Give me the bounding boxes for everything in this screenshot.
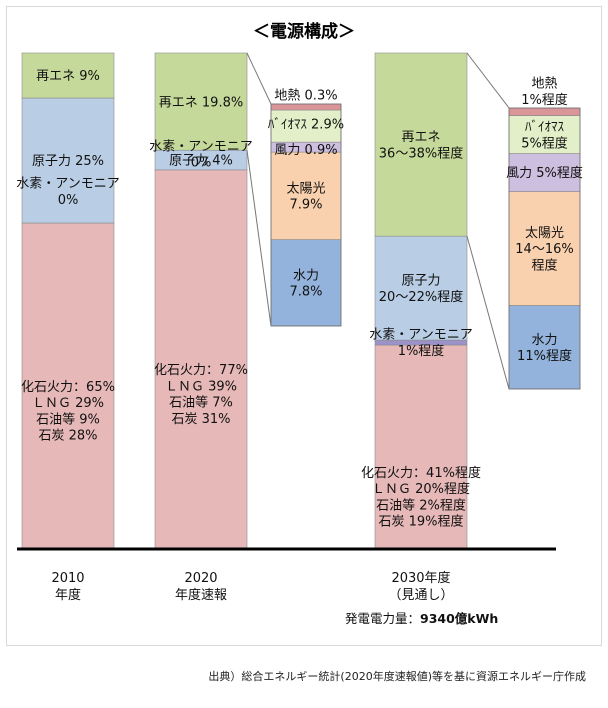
breakdown-1-connector-bottom <box>246 150 272 327</box>
bar-1-label-fossil-line-3: 石油等 7% <box>169 395 233 411</box>
bar-2-label-hydrogen-line-1: 水素・アンモニア <box>369 328 472 343</box>
breakdown-1-outline <box>270 103 342 327</box>
breakdown-1-label-geothermal: 地熱 0.3% <box>274 89 337 104</box>
bar-2-label-fossil-line-2: ＬＮＧ 20%程度 <box>372 481 470 497</box>
bar-1-segment-fossil <box>154 169 248 549</box>
breakdown-2-label-geothermal-line-2: 1%程度 <box>521 92 568 108</box>
breakdown-2-segment-wind <box>508 153 581 192</box>
labels-layer: 化石火力：65%ＬＮＧ 29%石油等 9%石炭 28%水素・アンモニア0%原子力… <box>16 69 583 626</box>
bar-1-label-hydrogen-line-2: 0% <box>191 156 212 171</box>
breakdown-2-segment-biomass <box>508 115 581 154</box>
bar-0-label-fossil-line-1: 化石火力：65% <box>21 380 115 395</box>
breakdown-1-label-biomass: ﾊﾞｲｵﾏｽ 2.9% <box>268 118 344 133</box>
bar-1-label-fossil-line-2: ＬＮＧ 39% <box>165 379 237 394</box>
category-label-0-line-2: 年度 <box>55 587 81 603</box>
bar-1-label-renewable: 再エネ 19.8% <box>159 95 243 110</box>
breakdown-1-connector-top <box>246 52 272 105</box>
category-label-0-line-1: 2010 <box>51 571 84 586</box>
breakdown-2-label-biomass-line-2: 5%程度 <box>521 135 568 151</box>
bars-layer <box>17 52 581 551</box>
generation-amount-value: 9340億kWh <box>420 611 498 626</box>
breakdown-1-label-wind: 風力 0.9% <box>274 143 337 158</box>
bar-1-segment-renewable <box>154 52 248 151</box>
breakdown-2-label-hydro-line-1: 水力 <box>531 333 557 348</box>
category-label-2-line-1: 2030年度 <box>391 570 450 586</box>
breakdown-1-segment-hydro <box>270 239 342 327</box>
chart-title: ＜電源構成＞ <box>253 21 355 42</box>
breakdown-2-segment-hydro <box>508 305 581 390</box>
bar-0-label-nuclear: 原子力 25% <box>32 154 104 169</box>
breakdown-2-segment-solar <box>508 191 581 306</box>
breakdown-2-connector-top <box>466 52 510 109</box>
breakdown-2-label-geothermal-line-1: 地熱 <box>531 77 557 92</box>
breakdown-2-label-hydro-line-2: 11%程度 <box>517 348 572 364</box>
breakdown-2-label-solar-line-2: 14～16% <box>515 242 573 257</box>
category-label-2-line-2: （見通し） <box>388 588 453 603</box>
bar-2-label-nuclear-line-1: 原子力 <box>401 274 440 289</box>
bar-0-label-fossil-line-4: 石炭 28% <box>38 429 97 444</box>
bar-2-label-fossil-line-4: 石炭 19%程度 <box>378 514 463 530</box>
breakdown-1-label-hydro-line-2: 7.8% <box>289 285 322 300</box>
bar-2-label-fossil-line-1: 化石火力：41%程度 <box>361 465 481 481</box>
bar-1-label-fossil-line-4: 石炭 31% <box>171 412 230 427</box>
breakdown-2-label-solar-line-1: 太陽光 <box>525 226 564 241</box>
bar-0-segment-renewable <box>21 52 115 99</box>
breakdown-1-label-solar-line-2: 7.9% <box>289 198 322 213</box>
breakdown-2-label-wind: 風力 5%程度 <box>506 165 583 181</box>
bar-0-label-hydrogen-line-1: 水素・アンモニア <box>16 177 119 192</box>
category-label-1-line-1: 2020 <box>184 571 217 586</box>
bar-2-segment-renewable <box>374 52 468 237</box>
breakdown-2-outline <box>508 107 581 390</box>
bar-2-label-fossil-line-3: 石油等 2%程度 <box>376 497 466 513</box>
breakdown-1-label-solar-line-1: 太陽光 <box>286 181 325 196</box>
breakdown-2-label-solar-line-3: 程度 <box>531 257 557 273</box>
bar-2-label-renewable-line-1: 再エネ <box>401 130 440 145</box>
bar-1-label-fossil-line-1: 化石火力：77% <box>154 363 248 378</box>
bar-2-segment-fossil <box>374 344 468 549</box>
bar-2-label-renewable-line-2: 36～38%程度 <box>379 145 463 161</box>
generation-amount-label: 発電電力量： <box>345 611 420 626</box>
breakdown-2-label-biomass-line-1: ﾊﾞｲｵﾏｽ <box>525 120 565 135</box>
generation-amount: 発電電力量：9340億kWh <box>345 611 498 626</box>
breakdown-2-segment-geothermal <box>508 107 581 116</box>
breakdown-1-segment-geothermal <box>270 103 342 111</box>
bar-0-label-hydrogen-line-2: 0% <box>58 193 79 208</box>
bar-0-label-fossil-line-3: 石油等 9% <box>36 411 100 427</box>
bar-0-label-fossil-line-2: ＬＮＧ 29% <box>32 396 104 411</box>
bar-2-label-hydrogen-line-2: 1%程度 <box>398 343 445 359</box>
bar-1-label-nuclear: 原子力 4% <box>169 154 233 169</box>
category-label-1-line-2: 年度速報 <box>175 587 227 603</box>
bar-2-label-nuclear-line-2: 20～22%程度 <box>379 289 463 305</box>
source-note: 出典）総合エネルギー統計(2020年度速報値)等を基に資源エネルギー庁作成 <box>208 670 586 683</box>
bar-0-segment-fossil <box>21 222 115 549</box>
breakdown-1-segment-biomass <box>270 109 342 143</box>
breakdown-1-segment-solar <box>270 151 342 240</box>
breakdown-2-connector-bottom <box>466 236 510 390</box>
breakdown-1-label-hydro-line-1: 水力 <box>293 268 319 283</box>
bar-2-segment-nuclear <box>374 235 468 341</box>
bar-1-label-hydrogen-line-1: 水素・アンモニア <box>149 139 252 154</box>
bar-0-label-renewable: 再エネ 9% <box>36 69 100 84</box>
